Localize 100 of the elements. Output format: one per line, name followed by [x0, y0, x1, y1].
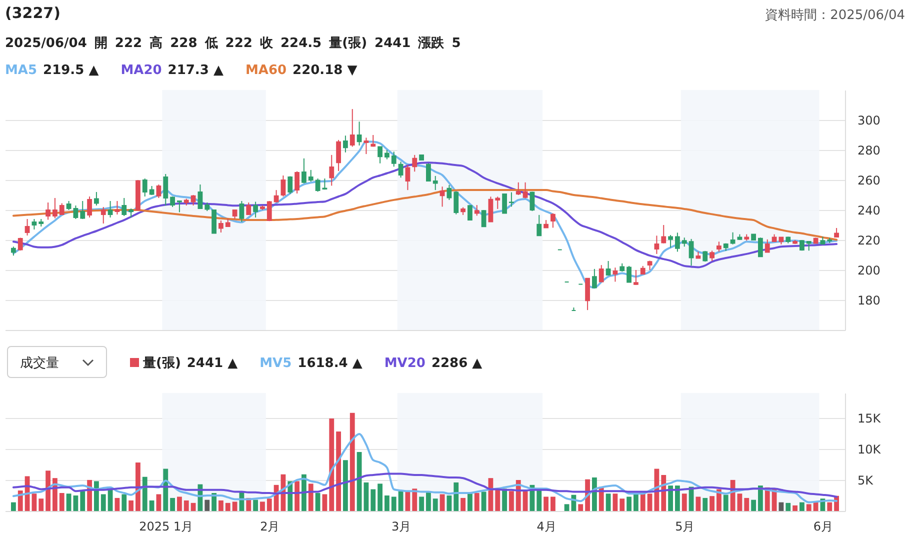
bar	[329, 418, 334, 511]
candlestick	[585, 278, 590, 311]
candlestick	[468, 204, 472, 221]
y-tick-label: 220	[858, 234, 880, 248]
bar	[156, 494, 162, 511]
bar	[564, 504, 570, 511]
text: 2286 ▲	[431, 356, 482, 371]
bar	[737, 494, 742, 511]
candlestick	[647, 260, 652, 270]
bar	[702, 498, 708, 511]
candlestick	[378, 146, 382, 164]
bar	[378, 484, 382, 511]
candlestick	[239, 200, 244, 222]
candlestick	[114, 200, 120, 215]
candlestick	[329, 154, 334, 186]
y-tick-label: 260	[858, 174, 880, 188]
bar	[509, 491, 514, 511]
candlestick	[190, 194, 196, 206]
candlestick	[530, 191, 535, 212]
y-tick-label: 180	[858, 294, 880, 308]
y-tick-label: 200	[858, 264, 880, 278]
candlestick	[80, 200, 86, 220]
bar	[100, 494, 106, 511]
bar	[11, 502, 16, 511]
bar	[474, 492, 480, 511]
candlestick	[730, 232, 736, 245]
bar	[620, 498, 625, 511]
bar	[522, 491, 528, 511]
bar	[336, 432, 341, 511]
bar	[294, 481, 300, 511]
x-tick-label: 2月	[260, 520, 280, 534]
bar	[744, 498, 750, 511]
bar	[640, 494, 646, 511]
bar	[440, 494, 445, 511]
bar	[391, 496, 396, 511]
bar	[419, 496, 424, 511]
candlestick	[502, 193, 507, 214]
bar	[495, 489, 500, 511]
bar	[114, 498, 120, 511]
y-tick-label: 280	[858, 144, 880, 158]
bar	[46, 470, 50, 511]
candlestick	[391, 151, 396, 168]
candlestick	[592, 268, 597, 288]
bar	[446, 495, 452, 511]
bar	[253, 500, 258, 511]
candlestick	[675, 232, 680, 252]
text: 2025/06/04 開 222 高 228 低 222 收 224.5 量(張) 2441 漲跌 5	[5, 34, 461, 52]
candlestick	[398, 161, 404, 178]
candlestick	[710, 250, 714, 262]
candlestick	[100, 206, 106, 224]
candlestick	[516, 182, 521, 196]
bar	[758, 486, 763, 511]
bar	[108, 490, 113, 511]
bar	[668, 486, 673, 511]
bar	[170, 498, 175, 511]
candlestick	[481, 210, 486, 228]
text: 1618.4 ▲	[298, 356, 362, 371]
bar	[626, 496, 632, 511]
candlestick	[46, 202, 50, 220]
bar	[322, 494, 328, 511]
x-tick-label: 2025 1月	[139, 520, 194, 534]
bar	[606, 494, 611, 511]
candlestick	[536, 214, 542, 236]
bar	[592, 477, 597, 511]
candlestick	[212, 210, 216, 234]
bar	[80, 491, 86, 511]
candlestick	[654, 235, 660, 254]
bar	[751, 500, 756, 511]
candlestick	[356, 121, 362, 146]
candlestick	[384, 150, 390, 160]
candlestick	[454, 191, 459, 215]
candlestick	[108, 200, 113, 218]
candlestick	[522, 182, 528, 199]
candlestick	[253, 201, 258, 218]
candlestick	[32, 218, 37, 230]
bar	[647, 494, 652, 511]
candlestick	[626, 265, 632, 283]
candlestick	[156, 184, 162, 198]
candlestick	[509, 192, 514, 208]
bar	[612, 494, 618, 511]
candlestick	[198, 184, 203, 210]
bar	[544, 496, 548, 511]
bar	[218, 500, 224, 511]
bar	[38, 498, 44, 511]
text: MV5	[260, 356, 292, 371]
candlestick	[661, 224, 666, 244]
bar	[142, 476, 148, 511]
candlestick	[350, 108, 355, 148]
bar	[634, 492, 638, 511]
candlestick	[412, 154, 418, 172]
text: 成交量	[20, 355, 59, 372]
bar	[225, 502, 230, 511]
candlestick	[280, 175, 286, 197]
bar	[806, 504, 812, 511]
text: MV20	[384, 356, 426, 371]
candlestick	[488, 196, 494, 222]
candlestick	[364, 137, 369, 155]
bar	[723, 494, 728, 511]
bar	[578, 504, 584, 511]
bar	[204, 500, 210, 511]
